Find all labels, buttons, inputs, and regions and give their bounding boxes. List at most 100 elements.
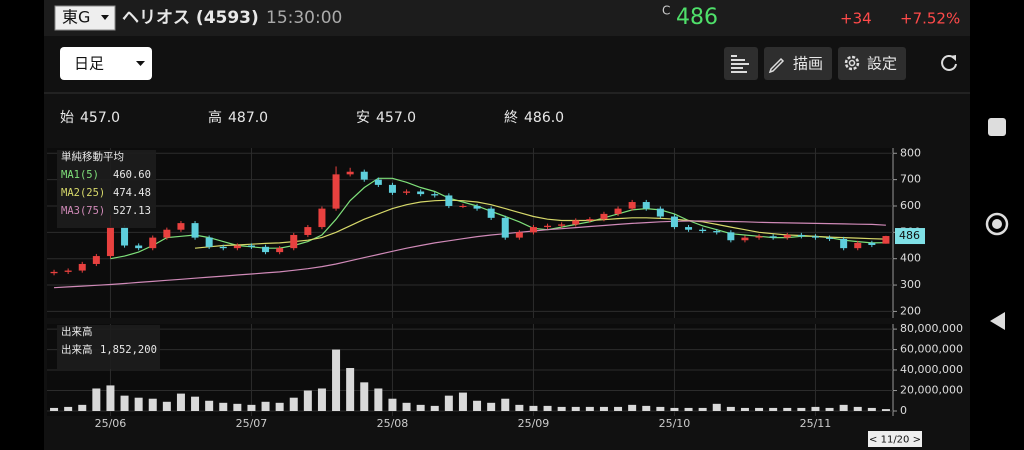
volume-bar	[797, 407, 806, 411]
candle-body	[304, 227, 312, 235]
candle-body	[826, 237, 834, 239]
volume-bar	[740, 407, 749, 411]
period-select[interactable]: 日足	[60, 47, 152, 80]
candle-body	[755, 236, 763, 238]
candle-body	[487, 208, 495, 218]
x-tick-label: 25/10	[659, 417, 691, 430]
candle-body	[713, 231, 721, 233]
candle-body	[656, 208, 664, 217]
candle-body	[529, 227, 537, 233]
candle-body	[233, 245, 241, 249]
volume-bar	[50, 407, 59, 411]
volume-bar	[599, 406, 608, 411]
x-tick-label: 25/09	[518, 417, 550, 430]
gear-hub[interactable]	[848, 59, 856, 67]
candle-body	[854, 242, 862, 249]
candle-body	[388, 184, 396, 193]
list-button[interactable]	[724, 47, 758, 80]
candle-body	[797, 234, 805, 237]
volume-bar	[148, 398, 157, 411]
x-tick-label: 25/11	[800, 417, 832, 430]
y-tick-label: 80,000,000	[900, 322, 963, 335]
candle-body	[262, 246, 270, 253]
volume-bar	[811, 406, 820, 411]
settings-button[interactable]: 設定	[838, 47, 906, 80]
volume-bar	[444, 395, 453, 411]
refresh-icon[interactable]	[941, 55, 957, 71]
candle-body	[558, 224, 566, 226]
volume-bar	[219, 402, 228, 411]
volume-bar	[92, 388, 101, 411]
pencil-icon[interactable]	[768, 57, 785, 74]
summary-label: 安	[356, 110, 370, 126]
volume-bar	[825, 407, 834, 411]
button-bg[interactable]	[764, 47, 832, 80]
volume-bar	[585, 406, 594, 411]
refresh-button[interactable]	[941, 55, 957, 71]
button-bg[interactable]	[838, 47, 906, 80]
volume-bar	[501, 398, 510, 411]
y-tick-label: 60,000,000	[900, 343, 963, 356]
dropdown-arrow[interactable]	[101, 15, 109, 20]
volume-bar	[670, 407, 679, 411]
summary-label: 始	[60, 110, 74, 126]
candle-body	[459, 205, 467, 207]
candle-body	[572, 220, 580, 225]
y-tick-label: 200	[900, 304, 921, 317]
volume-bar	[261, 401, 270, 411]
draw-label[interactable]: 描画	[793, 55, 823, 73]
nav-recents[interactable]	[988, 118, 1006, 136]
candle-body	[374, 179, 382, 185]
volume-bar	[656, 406, 665, 411]
legend-name: MA1(5)	[61, 169, 99, 181]
price-panel	[47, 148, 893, 318]
volume-bar	[78, 404, 87, 411]
y-tick-label: 400	[900, 252, 921, 265]
price: 486	[676, 5, 718, 30]
legend-name: MA2(25)	[61, 187, 105, 199]
candle-body	[741, 237, 749, 241]
candle-body	[135, 245, 143, 249]
candle-body	[205, 237, 213, 247]
volume-bar	[162, 401, 171, 411]
refresh-arrow[interactable]	[950, 55, 956, 61]
volume-bar	[614, 406, 623, 411]
summary-value: 457.0	[80, 110, 120, 126]
y-tick-label: 600	[900, 199, 921, 212]
candle-body	[685, 227, 693, 230]
nav-home[interactable]	[985, 212, 1009, 236]
volume-bar	[726, 406, 735, 411]
candle-body	[276, 248, 284, 253]
volume-bar	[191, 396, 200, 411]
volume-bar	[839, 404, 848, 411]
nav-back[interactable]	[990, 312, 1005, 330]
volume-bar	[571, 406, 580, 411]
quote-time: 15:30:00	[266, 8, 342, 28]
nav-home-dot[interactable]	[992, 219, 1002, 229]
volume-bar	[388, 398, 397, 411]
market-label[interactable]: 東G	[62, 8, 90, 27]
period-box[interactable]	[60, 47, 152, 80]
period-label[interactable]: 日足	[74, 55, 104, 73]
candle-body	[417, 191, 425, 195]
candle-body	[106, 227, 114, 257]
candle-body	[769, 236, 777, 238]
volume-bar	[769, 407, 778, 411]
market-select[interactable]: 東G	[54, 5, 116, 31]
volume-bar	[233, 403, 242, 411]
settings-label[interactable]: 設定	[867, 55, 897, 73]
dropdown-arrow[interactable]	[136, 61, 145, 66]
candle-body	[501, 217, 509, 238]
volume-bar	[317, 388, 326, 411]
list-icon[interactable]	[731, 55, 749, 73]
price-tag-label: 486	[899, 229, 920, 242]
volume-bar	[134, 397, 143, 411]
draw-button[interactable]: 描画	[764, 47, 832, 80]
gear-icon[interactable]	[844, 55, 860, 71]
y-tick-label: 300	[900, 278, 921, 291]
volume-bar	[205, 400, 214, 411]
change: +34	[840, 10, 872, 28]
volume-bar	[853, 406, 862, 411]
